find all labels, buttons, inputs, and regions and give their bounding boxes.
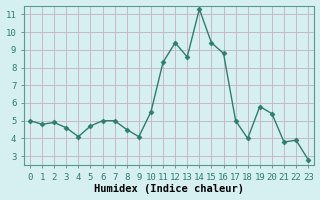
X-axis label: Humidex (Indice chaleur): Humidex (Indice chaleur) bbox=[94, 184, 244, 194]
